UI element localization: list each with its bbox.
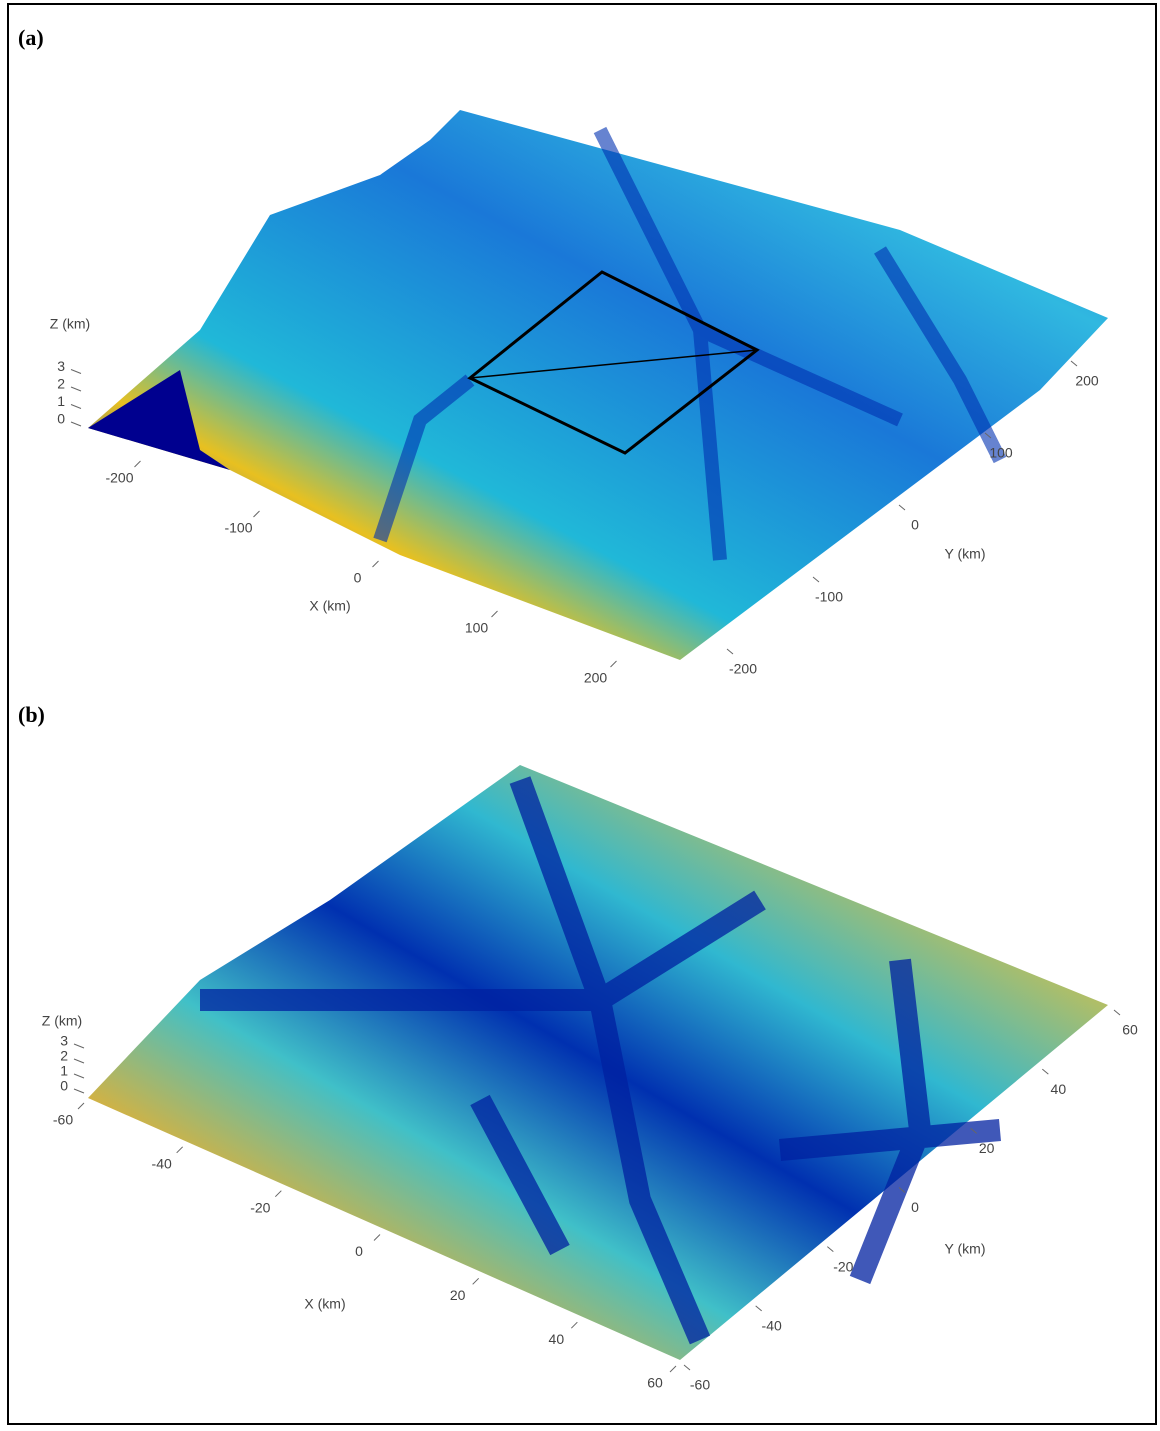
figure-border (7, 3, 1157, 1425)
z-tick (73, 1043, 85, 1049)
z-tick-label: 3 (60, 1033, 68, 1049)
x-tick (570, 1321, 578, 1329)
y-axis-label: Y (km) (945, 1241, 986, 1257)
x-tick-label: 60 (647, 1375, 663, 1391)
y-tick-label: 60 (1122, 1022, 1138, 1038)
x-tick (176, 1146, 184, 1154)
x-axis-label: X (km) (304, 1296, 345, 1312)
z-tick (73, 1073, 85, 1079)
y-tick (898, 1187, 906, 1193)
y-tick-label: -40 (762, 1318, 782, 1334)
z-tick (73, 1088, 85, 1094)
x-tick (372, 560, 379, 568)
y-tick-label: 200 (1075, 373, 1099, 389)
z-tick-label: 1 (60, 1063, 68, 1079)
z-tick (70, 386, 82, 392)
x-tick (610, 660, 617, 668)
x-tick-label: -200 (105, 470, 133, 486)
panel-label: (b) (18, 702, 45, 727)
x-tick-label: -60 (53, 1112, 73, 1128)
y-tick (755, 1305, 762, 1312)
x-tick (274, 1190, 282, 1198)
x-axis-label: X (km) (309, 598, 350, 614)
y-tick (827, 1246, 834, 1253)
x-tick-label: 200 (584, 670, 608, 686)
y-tick-label: 20 (979, 1140, 995, 1156)
y-tick (1113, 1009, 1121, 1016)
y-tick (1070, 360, 1078, 367)
y-tick-label: 0 (911, 517, 919, 533)
x-tick-label: -20 (250, 1199, 270, 1215)
z-tick (70, 421, 82, 427)
y-tick-label: -20 (833, 1258, 853, 1274)
z-tick-label: 0 (57, 411, 65, 427)
z-tick-label: 3 (57, 358, 65, 374)
z-tick-label: 2 (60, 1048, 68, 1064)
y-tick-label: 40 (1051, 1081, 1067, 1097)
y-tick (812, 576, 820, 583)
y-tick (1042, 1068, 1049, 1075)
x-tick (669, 1365, 677, 1373)
y-tick (970, 1127, 977, 1134)
x-tick-label: -100 (224, 520, 252, 536)
surface (88, 110, 1108, 660)
y-tick-label: -100 (815, 589, 843, 605)
z-tick-label: 0 (60, 1078, 68, 1094)
x-tick-label: 0 (354, 570, 362, 586)
panel-label: (a) (18, 25, 44, 50)
y-tick-label: 0 (911, 1199, 919, 1215)
y-tick (898, 504, 906, 511)
z-tick (73, 1058, 85, 1064)
surface (88, 765, 1108, 1360)
x-tick (472, 1277, 480, 1285)
x-tick-label: 100 (465, 620, 489, 636)
z-tick (70, 404, 82, 409)
x-tick-label: 0 (355, 1243, 363, 1259)
surface-valley (200, 776, 1001, 1345)
surface-shade (88, 370, 230, 470)
x-tick-label: 20 (450, 1287, 466, 1303)
z-axis-label: Z (km) (42, 1013, 82, 1029)
x-tick (373, 1234, 381, 1241)
y-axis-label: Y (km) (945, 546, 986, 562)
x-tick (134, 460, 141, 468)
z-tick-label: 2 (57, 376, 65, 392)
x-tick-label: -40 (152, 1156, 172, 1172)
y-tick (984, 432, 992, 439)
x-tick (491, 610, 498, 618)
x-tick (253, 510, 260, 518)
y-tick (683, 1364, 691, 1371)
x-tick (77, 1102, 85, 1110)
y-tick-label: 100 (989, 445, 1013, 461)
y-tick-label: -60 (690, 1377, 710, 1393)
y-tick (726, 648, 734, 655)
x-tick-label: 40 (549, 1331, 565, 1347)
z-tick (70, 369, 82, 374)
y-tick-label: -200 (729, 661, 757, 677)
inset-diagonal (469, 349, 758, 379)
z-axis-label: Z (km) (50, 316, 90, 332)
z-tick-label: 1 (57, 393, 65, 409)
surface-valley (373, 126, 1007, 561)
